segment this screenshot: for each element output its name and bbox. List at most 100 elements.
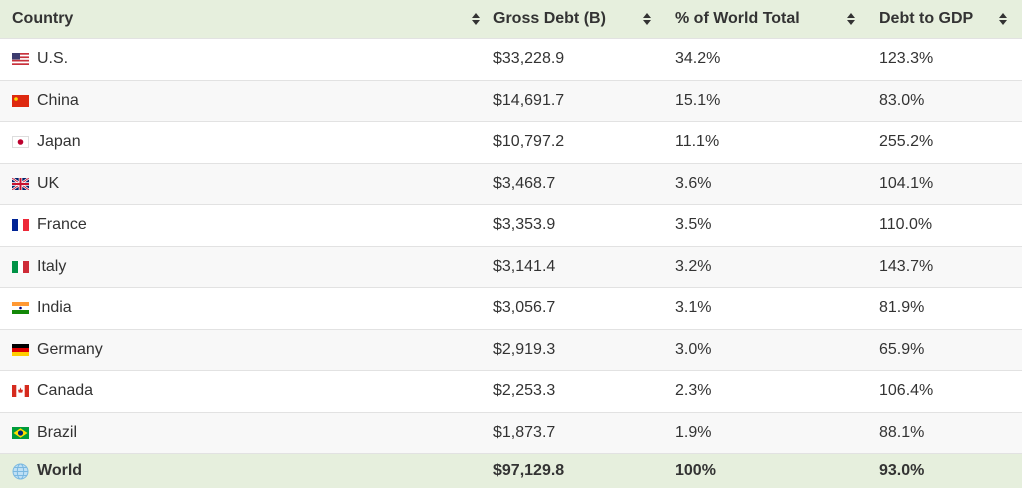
table-cell: 88.1% xyxy=(879,411,1022,454)
flag-us xyxy=(12,53,29,66)
cell-value: 65.9% xyxy=(879,340,925,358)
table-row: UK $3,468.7 3.6% 104.1% xyxy=(0,162,1022,205)
table-cell: $3,353.9 xyxy=(493,204,675,246)
table-cell: U.S. xyxy=(0,38,493,80)
table-cell: $33,228.9 xyxy=(493,38,675,80)
country-name: Italy xyxy=(37,257,67,275)
table-row: Brazil $1,873.7 1.9% 88.1% xyxy=(0,411,1022,454)
cell-value: 15.1% xyxy=(675,91,721,109)
header-label: Debt to GDP xyxy=(879,10,974,27)
table-cell: 3.0% xyxy=(675,328,879,371)
header-cell[interactable]: Debt to GDP xyxy=(879,0,1022,39)
cell-value: 34.2% xyxy=(675,50,721,68)
table-cell: 65.9% xyxy=(879,328,1022,371)
cell-value: 3.5% xyxy=(675,216,712,234)
header-cell[interactable]: Gross Debt (B) xyxy=(493,0,675,39)
table-cell: 83.0% xyxy=(879,79,1022,122)
flag-japan xyxy=(12,136,29,149)
cell-value: 3.2% xyxy=(675,257,712,275)
sort-icon xyxy=(472,13,480,25)
flag-brazil xyxy=(12,426,29,439)
header-cell[interactable]: Country xyxy=(0,0,493,39)
country-name: Brazil xyxy=(37,423,78,441)
table-cell: France xyxy=(0,204,493,246)
cell-value: $14,691.7 xyxy=(493,91,565,109)
cell-value: $33,228.9 xyxy=(493,50,565,68)
country-cell: World xyxy=(12,462,493,480)
country-cell: Brazil xyxy=(12,424,493,442)
table-cell: 81.9% xyxy=(879,287,1022,329)
table-cell: 34.2% xyxy=(675,38,879,80)
country-cell: Italy xyxy=(12,258,493,276)
table-cell: $3,056.7 xyxy=(493,287,675,329)
header-row: Country Gross Debt (B) % of World Total … xyxy=(0,0,1022,39)
cell-value: $10,797.2 xyxy=(493,133,565,151)
table-cell: 93.0% xyxy=(879,453,1022,488)
cell-value: $3,141.4 xyxy=(493,257,556,275)
table-row: China $14,691.7 15.1% 83.0% xyxy=(0,79,1022,122)
country-cell: China xyxy=(12,92,493,110)
cell-value: $3,468.7 xyxy=(493,174,556,192)
country-name: China xyxy=(37,91,79,109)
table-cell: 123.3% xyxy=(879,38,1022,80)
cell-value: 143.7% xyxy=(879,257,934,275)
cell-value: 88.1% xyxy=(879,423,925,441)
table-cell: $2,253.3 xyxy=(493,370,675,412)
cell-value: 1.9% xyxy=(675,423,712,441)
table-cell: 15.1% xyxy=(675,79,879,122)
table-cell: 2.3% xyxy=(675,370,879,412)
table-row: France $3,353.9 3.5% 110.0% xyxy=(0,204,1022,246)
table-cell: $3,468.7 xyxy=(493,162,675,205)
flag-china xyxy=(12,94,29,107)
table-cell: Brazil xyxy=(0,411,493,454)
sort-icon xyxy=(643,13,651,25)
sort-icon xyxy=(999,13,1007,25)
table-row: Japan $10,797.2 11.1% 255.2% xyxy=(0,121,1022,163)
cell-value: 110.0% xyxy=(879,216,933,234)
header-label: Gross Debt (B) xyxy=(493,10,606,27)
flag-italy xyxy=(12,260,29,273)
table-cell: 255.2% xyxy=(879,121,1022,163)
table-cell: 143.7% xyxy=(879,245,1022,288)
cell-value: 123.3% xyxy=(879,50,934,68)
table-cell: India xyxy=(0,287,493,329)
flag-canada xyxy=(12,385,29,398)
country-cell: India xyxy=(12,299,493,317)
country-name: India xyxy=(37,299,72,317)
cell-value: $3,056.7 xyxy=(493,299,556,317)
table-cell: 3.1% xyxy=(675,287,879,329)
table-cell: Japan xyxy=(0,121,493,163)
cell-value: $3,353.9 xyxy=(493,216,556,234)
table-cell: 3.6% xyxy=(675,162,879,205)
table-cell: 106.4% xyxy=(879,370,1022,412)
cell-value: 2.3% xyxy=(675,382,712,400)
country-name: U.S. xyxy=(37,50,69,68)
table-cell: 104.1% xyxy=(879,162,1022,205)
cell-value: $1,873.7 xyxy=(493,423,556,441)
country-name: Germany xyxy=(37,340,103,358)
table-cell: 100% xyxy=(675,453,879,488)
country-cell: Canada xyxy=(12,382,493,400)
table-cell: China xyxy=(0,79,493,122)
cell-value: 255.2% xyxy=(879,133,934,151)
header-cell[interactable]: % of World Total xyxy=(675,0,879,39)
table-row: Germany $2,919.3 3.0% 65.9% xyxy=(0,328,1022,371)
country-name: France xyxy=(37,216,87,234)
table-cell: UK xyxy=(0,162,493,205)
country-cell: U.S. xyxy=(12,50,493,68)
country-cell: Japan xyxy=(12,133,493,151)
cell-value: $97,129.8 xyxy=(493,462,565,479)
table-cell: $14,691.7 xyxy=(493,79,675,122)
country-name: UK xyxy=(37,174,60,192)
header-label: % of World Total xyxy=(675,10,800,27)
cell-value: 104.1% xyxy=(879,174,934,192)
cell-value: 81.9% xyxy=(879,299,925,317)
table-row: Italy $3,141.4 3.2% 143.7% xyxy=(0,245,1022,288)
table-row: World $97,129.8 100% 93.0% xyxy=(0,453,1022,488)
header-label: Country xyxy=(12,10,74,27)
table-cell: World xyxy=(0,453,493,488)
table-cell: Germany xyxy=(0,328,493,371)
country-name: Canada xyxy=(37,382,94,400)
